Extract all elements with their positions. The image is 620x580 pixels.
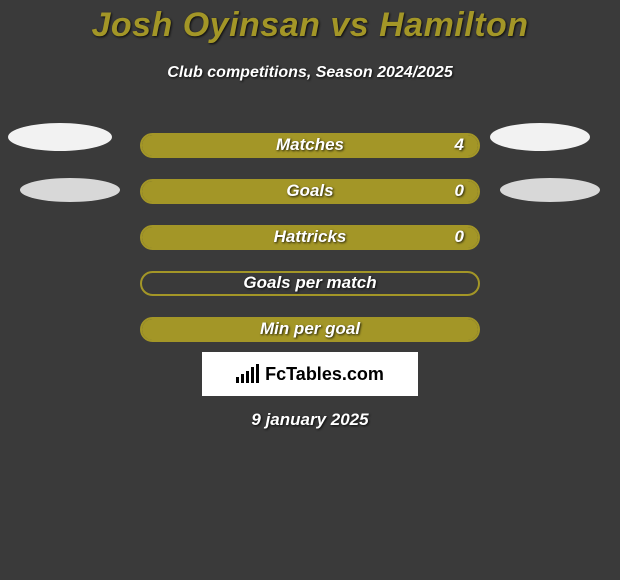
left-kit-ellipse [20,178,120,202]
stat-label: Goals per match [142,273,478,293]
stat-row: Min per goal [0,306,620,352]
stat-value: 0 [455,227,464,247]
stat-label: Goals [142,181,478,201]
subtitle: Club competitions, Season 2024/2025 [0,64,620,82]
stat-bar-track: Goals per match [140,271,480,296]
stat-row: Hattricks0 [0,214,620,260]
stat-value: 0 [455,181,464,201]
left-kit-ellipse [8,123,112,151]
stat-value: 4 [455,135,464,155]
stat-label: Min per goal [142,319,478,339]
stat-label: Matches [142,135,478,155]
fctables-logo: FcTables.com [202,352,418,396]
stat-row: Goals per match [0,260,620,306]
right-kit-ellipse [490,123,590,151]
page-title: Josh Oyinsan vs Hamilton [0,6,620,45]
stat-label: Hattricks [142,227,478,247]
footer-date: 9 january 2025 [0,410,620,430]
stat-bar-track: Min per goal [140,317,480,342]
stat-bar-track: Goals0 [140,179,480,204]
stat-bars: Matches4Goals0Hattricks0Goals per matchM… [0,122,620,352]
logo-text: FcTables.com [265,364,384,385]
stat-bar-track: Hattricks0 [140,225,480,250]
stat-bar-track: Matches4 [140,133,480,158]
logo-chart-icon [236,365,259,383]
right-kit-ellipse [500,178,600,202]
